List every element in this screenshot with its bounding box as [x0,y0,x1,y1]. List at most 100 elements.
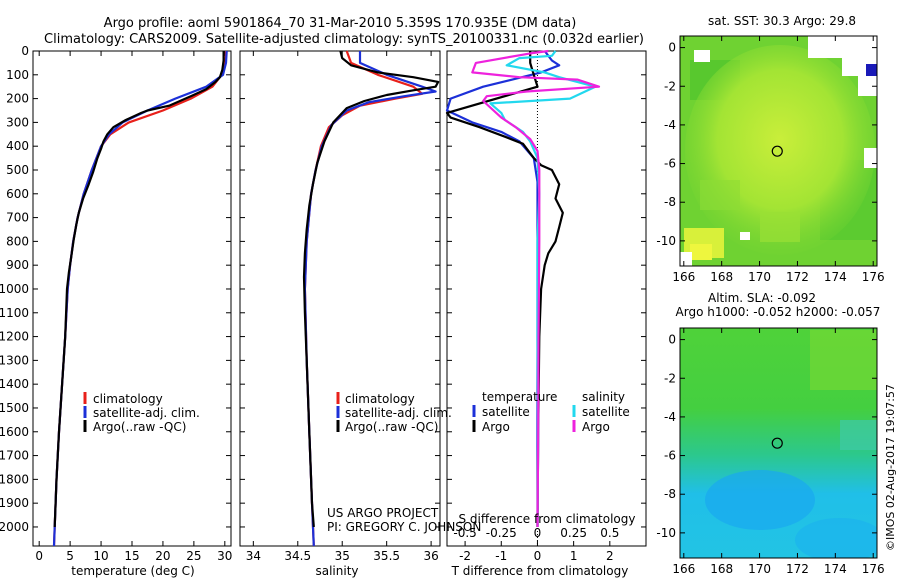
x-tick-label: 36 [423,549,438,563]
y-tick-label: 700 [6,211,29,225]
map-y-tick-label: -2 [664,371,676,385]
salinity-xlabel: salinity [315,564,358,578]
map-y-tick-label: -10 [656,234,676,248]
series-difference-t-argo [445,51,564,528]
x-tick-label: 0 [534,549,542,563]
difference-legend: temperature salinity satellite Argo sate… [472,390,630,434]
sst-map-image [680,36,877,266]
credit-line2: PI: GREGORY C. JOHNSON [327,520,481,534]
difference-xlabel-t: T difference from climatology [451,564,629,578]
x-tick-label: 34 [246,549,261,563]
salinity-legend: climatology satellite-adj. clim. Argo(..… [336,392,452,434]
y-tick-label: 1900 [0,496,29,510]
y-tick-label: 2000 [0,520,29,534]
x-tick-label-salinity: 0 [534,526,542,540]
sst-map-frame [679,35,878,267]
x-tick-label: 20 [155,549,170,563]
map-y-tick-label: -10 [656,526,676,540]
diff-legend-t-argo: Argo [482,420,510,434]
temp-legend-climatology: climatology [93,392,163,406]
series-salinity-satellite-adj-clim- [303,51,437,547]
y-tick-label: 1700 [0,449,29,463]
sla-map-image [680,328,877,558]
y-tick-label: 1300 [0,353,29,367]
y-tick-label: 1200 [0,330,29,344]
map-x-tick-label: 168 [710,270,733,284]
x-tick-label: 30 [217,549,232,563]
temperature-legend: climatology satellite-adj. clim. Argo(..… [83,392,200,434]
diff-legend-t-satellite: satellite [482,405,530,419]
x-tick-label-salinity: -0.25 [486,526,517,540]
x-tick-label: 0 [35,549,43,563]
y-tick-label: 1400 [0,377,29,391]
map-y-tick-label: 0 [668,41,676,55]
temperature-plot-frame [32,50,232,547]
diff-legend-salinity-title: salinity [582,390,625,404]
map-y-tick-label: -8 [664,195,676,209]
y-tick-label: 900 [6,258,29,272]
y-tick-label: 1000 [0,282,29,296]
map-y-tick-label: 0 [668,333,676,347]
map-y-tick-label: -6 [664,449,676,463]
series-temperature-satellite-adj-clim- [52,50,228,547]
credit-line1: US ARGO PROJECT [327,506,439,520]
x-tick-label: 25 [186,549,201,563]
x-tick-label: -2 [459,549,471,563]
sla-map-title: Altim. SLA: -0.092 [708,291,816,305]
sal-legend-argo: Argo(..raw -QC) [345,420,438,434]
map-x-tick-label: 172 [786,270,809,284]
map-y-tick-label: -6 [664,157,676,171]
sal-legend-satellite: satellite-adj. clim. [345,406,452,420]
map-x-tick-label: 168 [710,562,733,576]
series-salinity-climatology [303,50,424,547]
diff-legend-s-satellite: satellite [582,405,630,419]
series-difference-s-satellite [489,50,597,528]
x-tick-label-salinity: 0.5 [600,526,619,540]
y-tick-label: 0 [21,44,29,58]
diff-legend-temperature-title: temperature [482,390,557,404]
map-x-tick-label: 174 [824,562,847,576]
x-tick-label-salinity: 0.25 [560,526,587,540]
y-tick-label: 1100 [0,306,29,320]
x-tick-label-salinity: -0.5 [453,526,476,540]
map-x-tick-label: 174 [824,270,847,284]
x-tick-label: 1 [570,549,578,563]
x-tick-label: 34.5 [284,549,311,563]
y-tick-label: 300 [6,115,29,129]
imos-timestamp: ©IMOS 02-Aug-2017 19:07:57 [884,384,897,551]
y-tick-label: 400 [6,139,29,153]
y-tick-label: 100 [6,68,29,82]
temperature-xlabel: temperature (deg C) [71,564,194,578]
map-y-tick-label: -8 [664,487,676,501]
map-x-tick-label: 166 [672,562,695,576]
sla-map-subtitle: Argo h1000: -0.052 h2000: -0.057 [676,305,881,319]
map-x-tick-label: 166 [672,270,695,284]
difference-xlabel-s: S difference from climatology [459,512,636,526]
sal-legend-climatology: climatology [345,392,415,406]
sla-map-frame [679,327,878,559]
series-salinity-argo-raw-qc- [302,50,440,528]
map-x-tick-label: 176 [862,562,885,576]
y-tick-label: 500 [6,163,29,177]
y-tick-label: 1800 [0,472,29,486]
x-tick-label: 35.5 [373,549,400,563]
map-y-tick-label: -4 [664,410,676,424]
x-tick-label: 15 [124,549,139,563]
sst-map-title: sat. SST: 30.3 Argo: 29.8 [708,14,856,28]
y-tick-label: 1600 [0,425,29,439]
x-tick-label: 35 [335,549,350,563]
temp-legend-satellite: satellite-adj. clim. [93,406,200,420]
temp-legend-argo: Argo(..raw -QC) [93,420,186,434]
header-line1: Argo profile: aoml 5901864_70 31-Mar-201… [104,16,577,31]
argo-location-marker [771,145,783,157]
map-y-tick-label: -2 [664,79,676,93]
series-temperature-argo-raw-qc- [53,51,225,528]
series-temperature-climatology [52,50,228,547]
map-x-tick-label: 176 [862,270,885,284]
map-x-tick-label: 170 [748,270,771,284]
y-tick-label: 600 [6,187,29,201]
x-tick-label: 10 [93,549,108,563]
map-x-tick-label: 172 [786,562,809,576]
series-difference-s-argo [471,49,601,528]
